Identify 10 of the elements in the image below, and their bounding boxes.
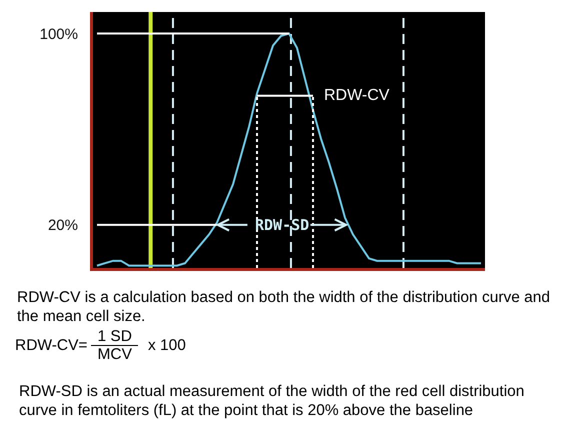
text: MCV	[97, 346, 132, 363]
text: 1 SD	[91, 328, 138, 346]
y-tick-label: 100%	[40, 26, 78, 43]
y-tick-label: 20%	[48, 217, 78, 234]
text: RDW-SD is an actual measurement of the width of the red cell distribution curve in femtoliters (fL) at the point that is 20% above the baseline	[19, 383, 526, 420]
annotation: RDW-SD	[255, 216, 310, 234]
series-label: RDW-CV	[324, 87, 390, 104]
text: RDW-CV=	[15, 337, 88, 355]
text: RDW-CV is a calculation based on both the width of the distribution curve and the mean cell size.	[17, 289, 552, 326]
text: x 100	[148, 337, 186, 355]
